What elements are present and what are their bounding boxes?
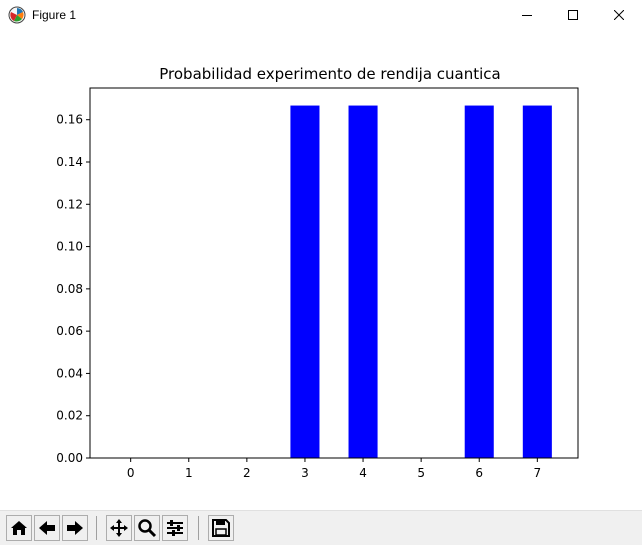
zoom-button[interactable] [134, 515, 160, 541]
window-title: Figure 1 [32, 8, 77, 22]
toolbar-separator [198, 516, 199, 540]
pan-button[interactable] [106, 515, 132, 541]
matplotlib-logo-icon [8, 6, 26, 24]
x-tick-label: 3 [301, 466, 309, 480]
move-icon [110, 519, 128, 537]
x-tick-label: 6 [475, 466, 483, 480]
arrow-left-icon [39, 521, 55, 535]
magnifier-icon [138, 519, 157, 538]
x-tick-label: 5 [417, 466, 425, 480]
minimize-button[interactable] [504, 0, 550, 30]
x-tick-label: 1 [185, 466, 193, 480]
bars-group [290, 105, 552, 458]
y-tick-label: 0.02 [56, 409, 83, 423]
floppy-icon [212, 519, 230, 537]
arrow-right-icon [67, 521, 83, 535]
y-tick-label: 0.12 [56, 197, 83, 211]
figure-canvas[interactable]: Probabilidad experimento de rendija cuan… [0, 30, 642, 510]
maximize-icon [568, 10, 578, 20]
y-tick-label: 0.14 [56, 155, 83, 169]
bar-chart: Probabilidad experimento de rendija cuan… [56, 65, 579, 480]
close-button[interactable] [596, 0, 642, 30]
x-tick-label: 4 [359, 466, 367, 480]
x-tick-label: 7 [534, 466, 542, 480]
bar-7 [522, 105, 552, 458]
save-button[interactable] [208, 515, 234, 541]
bar-3 [290, 105, 320, 458]
y-tick-label: 0.06 [56, 324, 83, 338]
y-tick-label: 0.08 [56, 282, 83, 296]
home-icon [11, 521, 27, 535]
y-tick-label: 0.10 [56, 240, 83, 254]
minimize-icon [522, 15, 532, 16]
forward-button[interactable] [62, 515, 88, 541]
window-titlebar: Figure 1 [0, 0, 642, 30]
toolbar-separator [96, 516, 97, 540]
navigation-toolbar [0, 510, 642, 545]
x-axis-ticks: 0 1 2 3 4 5 6 7 [127, 458, 541, 480]
subplots-button[interactable] [162, 515, 188, 541]
y-axis-ticks: 0.00 0.02 0.04 0.06 0.08 0.10 0.12 0.14 0.16 [56, 113, 90, 465]
bar-4 [348, 105, 378, 458]
y-tick-label: 0.16 [56, 113, 83, 127]
back-button[interactable] [34, 515, 60, 541]
sliders-icon [167, 520, 183, 536]
close-icon [614, 10, 624, 20]
y-tick-label: 0.04 [56, 366, 83, 380]
y-tick-label: 0.00 [56, 451, 83, 465]
maximize-button[interactable] [550, 0, 596, 30]
home-button[interactable] [6, 515, 32, 541]
chart-title: Probabilidad experimento de rendija cuan… [159, 65, 500, 83]
x-tick-label: 0 [127, 466, 135, 480]
bar-6 [464, 105, 494, 458]
axes-frame [89, 87, 579, 459]
x-tick-label: 2 [243, 466, 251, 480]
